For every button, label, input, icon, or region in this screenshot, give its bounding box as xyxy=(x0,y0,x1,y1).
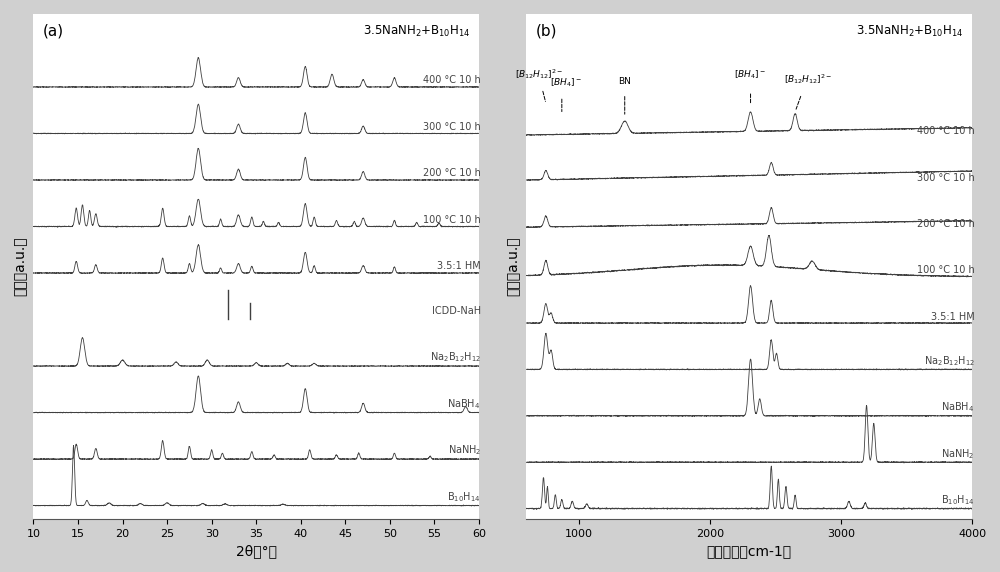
Text: NaNH$_2$: NaNH$_2$ xyxy=(448,443,481,458)
Text: $[BH_4]^-$: $[BH_4]^-$ xyxy=(734,69,767,81)
Text: 100 °C 10 h: 100 °C 10 h xyxy=(423,215,481,225)
Text: BN: BN xyxy=(618,77,631,86)
Text: NaBH$_4$: NaBH$_4$ xyxy=(941,401,975,415)
Text: (a): (a) xyxy=(42,24,63,39)
Text: 3.5NaNH$_2$+B$_{10}$H$_{14}$: 3.5NaNH$_2$+B$_{10}$H$_{14}$ xyxy=(856,24,963,39)
X-axis label: 拉曼位移（cm-1）: 拉曼位移（cm-1） xyxy=(707,544,792,558)
Text: (b): (b) xyxy=(535,24,557,39)
X-axis label: 2θ（°）: 2θ（°） xyxy=(236,544,277,558)
Text: $[B_{12}H_{12}]^{2-}$: $[B_{12}H_{12}]^{2-}$ xyxy=(515,67,564,81)
Text: 200 °C 10 h: 200 °C 10 h xyxy=(423,168,481,178)
Text: NaBH$_4$: NaBH$_4$ xyxy=(447,397,481,411)
Text: ICDD-NaH: ICDD-NaH xyxy=(432,306,481,316)
Text: 3.5:1 HM: 3.5:1 HM xyxy=(931,312,975,322)
Text: 3.5:1 HM: 3.5:1 HM xyxy=(437,261,481,271)
Text: 300 °C 10 h: 300 °C 10 h xyxy=(423,122,481,132)
Y-axis label: 强度（a.u.）: 强度（a.u.） xyxy=(14,237,28,296)
Text: NaNH$_2$: NaNH$_2$ xyxy=(941,447,975,461)
Text: B$_{10}$H$_{14}$: B$_{10}$H$_{14}$ xyxy=(447,490,481,504)
Text: Na$_2$B$_{12}$H$_{12}$: Na$_2$B$_{12}$H$_{12}$ xyxy=(924,354,975,368)
Text: 3.5NaNH$_2$+B$_{10}$H$_{14}$: 3.5NaNH$_2$+B$_{10}$H$_{14}$ xyxy=(363,24,470,39)
Y-axis label: 强度（a.u.）: 强度（a.u.） xyxy=(507,237,521,296)
Text: $[B_{12}H_{12}]^{2-}$: $[B_{12}H_{12}]^{2-}$ xyxy=(784,72,832,86)
Text: 400 °C 10 h: 400 °C 10 h xyxy=(917,126,975,136)
Text: 400 °C 10 h: 400 °C 10 h xyxy=(423,76,481,85)
Text: 200 °C 10 h: 200 °C 10 h xyxy=(917,219,975,229)
Text: 100 °C 10 h: 100 °C 10 h xyxy=(917,265,975,275)
Text: $[BH_4]^-$: $[BH_4]^-$ xyxy=(550,76,582,89)
Text: B$_{10}$H$_{14}$: B$_{10}$H$_{14}$ xyxy=(941,494,975,507)
Text: 300 °C 10 h: 300 °C 10 h xyxy=(917,173,975,182)
Text: Na$_2$B$_{12}$H$_{12}$: Na$_2$B$_{12}$H$_{12}$ xyxy=(430,351,481,364)
